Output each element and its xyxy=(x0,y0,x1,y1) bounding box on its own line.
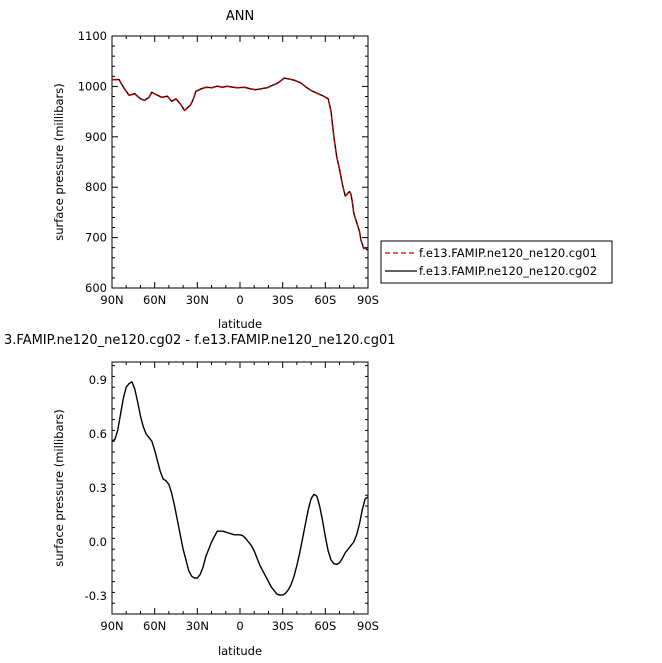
top-x-tick-label: 0 xyxy=(236,293,243,307)
bottom-y-axis-label: surface pressure (millibars) xyxy=(52,409,66,567)
top-y-tick-label: 1100 xyxy=(78,29,107,43)
legend-box xyxy=(380,240,613,284)
top-y-tick-label: 1000 xyxy=(78,79,107,93)
top-x-tick-label: 90S xyxy=(357,293,379,307)
top-chart-title: ANN xyxy=(226,9,254,24)
top-x-tick-label: 60N xyxy=(143,293,166,307)
bottom-y-tick-label: 0.3 xyxy=(89,481,107,495)
bottom-x-tick-label: 90S xyxy=(357,619,379,633)
bottom-x-tick-label: 0 xyxy=(236,619,243,633)
top-x-tick-label: 90N xyxy=(100,293,123,307)
bottom-y-tick-label: -0.3 xyxy=(85,589,107,603)
bottom-x-tick-label: 30N xyxy=(186,619,209,633)
bottom-x-tick-label: 90N xyxy=(100,619,123,633)
top-plot-frame xyxy=(111,35,369,289)
bottom-y-tick-label: 0.0 xyxy=(89,535,107,549)
top-legend: f.e13.FAMIP.ne120_ne120.cg01 f.e13.FAMIP… xyxy=(380,240,613,284)
bottom-y-tick-label: 0.6 xyxy=(89,427,107,441)
bottom-x-axis-label: latitude xyxy=(218,644,262,658)
bottom-series-lines xyxy=(111,381,369,596)
top-x-tick-label: 60S xyxy=(314,293,336,307)
legend-label-cg02: f.e13.FAMIP.ne120_ne120.cg02 xyxy=(419,264,597,278)
bottom-panel: 3.FAMIP.ne120_ne120.cg02 - f.e13.FAMIP.n… xyxy=(4,333,396,658)
legend-label-cg01: f.e13.FAMIP.ne120_ne120.cg01 xyxy=(419,246,597,260)
bottom-x-tick-label: 60S xyxy=(314,619,336,633)
top-y-tick-label: 800 xyxy=(85,180,107,194)
bottom-y-tick-label: 0.9 xyxy=(89,373,107,387)
top-x-tick-label: 30N xyxy=(186,293,209,307)
top-y-axis-label: surface pressure (millibars) xyxy=(52,83,66,241)
bottom-x-tick-label: 30S xyxy=(272,619,294,633)
bottom-x-axis: 90N 60N 30N 0 30S 60S 90S xyxy=(100,362,379,633)
bottom-plot-frame xyxy=(111,361,369,615)
bottom-chart-title: 3.FAMIP.ne120_ne120.cg02 - f.e13.FAMIP.n… xyxy=(4,333,396,348)
bottom-y-axis: -0.3 0.0 0.3 0.6 0.9 xyxy=(85,365,368,615)
bottom-series-line-1 xyxy=(111,381,369,596)
top-x-axis: 90N 60N 30N 0 30S 60S 90S xyxy=(100,36,379,307)
top-y-tick-label: 600 xyxy=(85,281,107,295)
top-series-line-1 xyxy=(112,77,369,251)
top-series-lines xyxy=(112,77,369,251)
top-x-axis-label: latitude xyxy=(218,317,262,331)
top-x-tick-label: 30S xyxy=(272,293,294,307)
top-y-tick-label: 700 xyxy=(85,231,107,245)
bottom-x-tick-label: 60N xyxy=(143,619,166,633)
top-y-axis: 600 700 800 900 1000 1100 xyxy=(78,29,368,295)
top-y-tick-label: 900 xyxy=(85,130,107,144)
